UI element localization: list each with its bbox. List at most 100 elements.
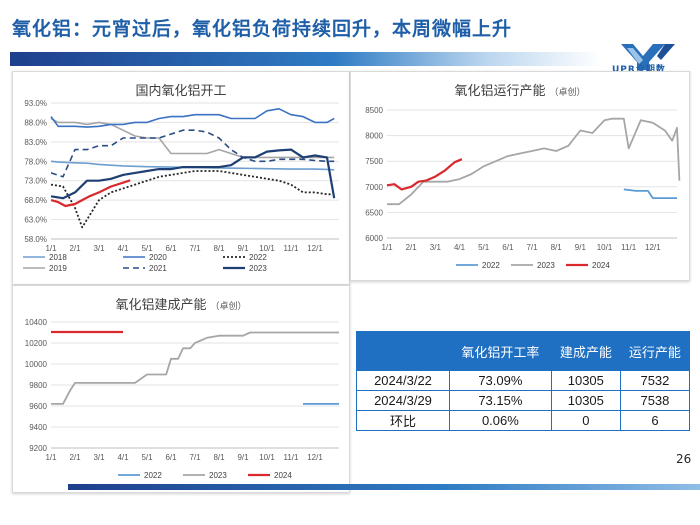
x-tick-label: 2/1 [69, 453, 81, 462]
x-tick-label: 1/1 [381, 243, 393, 252]
x-tick-label: 6/1 [502, 243, 514, 252]
utilization-chart: 58.0% 63.0% 68.0% 73.0% 78.0% 83.0% 88.0% 93.0%… [23, 99, 339, 273]
running-capacity-chart-title: 氧化铝运行产能 （卓创） [351, 80, 689, 99]
company-logo-text: UPR众期数 [612, 65, 666, 75]
series-line-2022 [623, 188, 677, 199]
legend-label: 2022 [482, 261, 500, 270]
y-tick-label: 93.0% [24, 99, 47, 108]
y-tick-label: 10000 [25, 360, 48, 369]
table-cell: 6 [619, 410, 691, 431]
utilization-chart-panel: 国内氧化铝开工 58.0% 63.0% 68.0% 73.0% 78.0% 83.0% 88… [12, 71, 350, 285]
series-line-2022 [50, 170, 335, 229]
running-capacity-chart-panel: 氧化铝运行产能 （卓创） 6000 6500 7000 7500 8000 8500 1/1 2… [350, 71, 690, 281]
series-line-2024 [386, 158, 463, 191]
y-tick-label: 63.0% [24, 216, 47, 225]
built-capacity-chart: 9200 9400 9600 9800 10000 10200 10400 1/1 2/1 3/1… [25, 318, 339, 480]
table-row: 2024/3/29 73.15% 10305 7538 [356, 390, 691, 411]
x-tick-label: 2/1 [69, 244, 81, 253]
series-line-2023 [50, 148, 336, 200]
y-tick-label: 58.0% [24, 235, 47, 244]
legend-label: 2023 [249, 264, 267, 273]
summary-header-date [356, 331, 450, 371]
x-tick-label: 5/1 [141, 453, 153, 462]
x-tick-label: 6/1 [165, 453, 177, 462]
built-capacity-subtitle: （卓创） [210, 302, 247, 312]
y-tick-label: 88.0% [24, 118, 47, 127]
utilization-chart-title: 国内氧化铝开工 [13, 80, 349, 99]
x-tick-label: 12/1 [645, 243, 661, 252]
legend-label: 2018 [49, 253, 67, 262]
footer-rule [68, 484, 700, 490]
table-cell: 7538 [619, 390, 691, 411]
legend-label: 2021 [149, 264, 167, 273]
y-tick-label: 7000 [365, 183, 383, 192]
table-cell: 环比 [356, 410, 450, 431]
legend-label: 2024 [592, 261, 610, 270]
y-tick-label: 10200 [25, 339, 48, 348]
x-tick-label: 9/1 [575, 243, 587, 252]
table-cell: 0 [550, 410, 621, 431]
x-tick-label: 5/1 [478, 243, 490, 252]
table-cell: 10305 [550, 390, 621, 411]
table-cell: 2024/3/29 [356, 390, 450, 411]
x-tick-label: 7/1 [189, 453, 201, 462]
series-line-2020 [50, 107, 335, 128]
y-tick-label: 9600 [29, 402, 47, 411]
x-tick-label: 3/1 [430, 243, 442, 252]
series-line-2021 [50, 129, 335, 178]
table-row: 2024/3/22 73.09% 10305 7532 [356, 370, 691, 391]
x-tick-label: 11/1 [621, 243, 637, 252]
x-tick-label: 12/1 [307, 453, 323, 462]
summary-table-wrap: 氧化铝开工率 建成产能 运行产能 2024/3/22 73.09% 10305 … [356, 331, 691, 431]
table-cell: 10305 [550, 370, 621, 391]
x-tick-label: 3/1 [93, 453, 105, 462]
x-tick-label: 2/1 [406, 243, 418, 252]
y-tick-label: 10400 [25, 318, 48, 327]
table-cell: 7532 [619, 370, 691, 391]
page-number: 26 [676, 452, 692, 466]
utilization-chart-title-text: 国内氧化铝开工 [135, 84, 227, 99]
legend-label: 2023 [537, 261, 555, 270]
running-capacity-title-text: 氧化铝运行产能 [454, 84, 546, 99]
y-tick-label: 83.0% [24, 138, 47, 147]
x-tick-label: 10/1 [597, 243, 613, 252]
summary-table: 氧化铝开工率 建成产能 运行产能 2024/3/22 73.09% 10305 … [356, 331, 691, 431]
summary-header-running: 运行产能 [619, 331, 691, 371]
legend-label: 2022 [249, 253, 267, 262]
x-tick-label: 7/1 [189, 244, 201, 253]
x-tick-label: 8/1 [551, 243, 563, 252]
x-tick-label: 11/1 [284, 244, 300, 253]
x-tick-label: 12/1 [307, 244, 323, 253]
x-tick-label: 11/1 [284, 453, 300, 462]
summary-header-built: 建成产能 [550, 331, 621, 371]
x-tick-label: 1/1 [45, 453, 57, 462]
built-capacity-chart-title: 氧化铝建成产能 （卓创） [13, 294, 349, 313]
built-capacity-chart-panel: 氧化铝建成产能 （卓创） 9200 9400 9600 9800 10000 10200 10… [12, 285, 350, 493]
series-line-2023 [51, 331, 339, 405]
table-cell: 73.09% [449, 370, 552, 391]
x-tick-label: 10/1 [259, 244, 275, 253]
y-tick-label: 8500 [365, 106, 383, 115]
table-cell: 73.15% [449, 390, 552, 411]
y-tick-label: 9400 [29, 423, 47, 432]
x-tick-label: 1/1 [45, 244, 57, 253]
x-tick-label: 9/1 [237, 453, 249, 462]
legend-label: 2023 [209, 471, 227, 480]
y-tick-label: 6500 [365, 208, 383, 217]
built-capacity-title-text: 氧化铝建成产能 [115, 298, 207, 313]
x-tick-label: 9/1 [237, 244, 249, 253]
summary-header-utilization: 氧化铝开工率 [449, 331, 552, 371]
slide-title: 氧化铝：元宵过后，氧化铝负荷持续回升，本周微幅上升 [12, 18, 513, 40]
y-tick-label: 9800 [29, 381, 47, 390]
series-line-2023 [387, 117, 681, 206]
running-capacity-subtitle: （卓创） [549, 88, 586, 98]
x-tick-label: 8/1 [213, 453, 225, 462]
y-tick-label: 9200 [29, 444, 47, 453]
x-tick-label: 6/1 [165, 244, 177, 253]
x-tick-label: 4/1 [117, 453, 129, 462]
legend-label: 2020 [149, 253, 167, 262]
y-tick-label: 6000 [365, 234, 383, 243]
x-tick-label: 8/1 [213, 244, 225, 253]
series-line-2019 [50, 117, 335, 159]
legend-label: 2024 [274, 471, 292, 480]
